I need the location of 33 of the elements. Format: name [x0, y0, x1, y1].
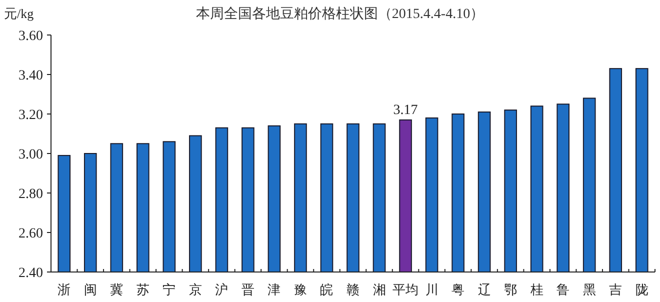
x-tick-label: 沪 [215, 282, 228, 297]
x-tick-label: 苏 [136, 282, 150, 297]
x-tick-label: 辽 [478, 282, 491, 297]
y-tick-label: 3.60 [18, 28, 43, 44]
y-tick-label: 2.60 [18, 226, 43, 242]
x-tick-label: 津 [268, 282, 281, 297]
x-tick-label: 宁 [162, 282, 176, 297]
x-tick-label: 川 [425, 282, 438, 297]
x-tick-label: 皖 [320, 282, 334, 297]
x-tick-label: 湘 [372, 282, 386, 297]
x-tick-label: 晋 [241, 282, 254, 297]
y-tick-label: 3.40 [18, 68, 43, 84]
x-tick-label: 鲁 [556, 282, 570, 297]
x-tick-label: 赣 [346, 282, 360, 297]
x-tick-label: 陇 [635, 282, 648, 297]
chart-title: 本周全国各地豆粕价格柱状图（2015.4.4-4.10） [196, 6, 484, 22]
y-tick-label: 3.00 [18, 147, 43, 162]
y-tick-label: 2.80 [18, 186, 43, 202]
x-tick-label: 京 [188, 282, 202, 297]
x-tick-label: 平均 [392, 282, 419, 297]
x-tick-label: 黑 [582, 282, 596, 297]
x-tick-label: 冀 [110, 282, 124, 297]
x-tick-label: 闽 [84, 282, 97, 297]
y-axis-title: 元/kg [4, 6, 34, 21]
x-tick-label: 鄂 [504, 282, 518, 297]
y-tick-label: 2.40 [18, 266, 43, 281]
x-tick-label: 桂 [529, 282, 544, 297]
x-tick-label: 浙 [58, 282, 71, 297]
y-tick-label: 3.20 [18, 108, 43, 123]
x-tick-label: 豫 [294, 282, 307, 297]
data-label: 3.17 [393, 102, 418, 118]
x-tick-label: 粤 [452, 282, 465, 297]
x-tick-label: 吉 [609, 282, 622, 297]
